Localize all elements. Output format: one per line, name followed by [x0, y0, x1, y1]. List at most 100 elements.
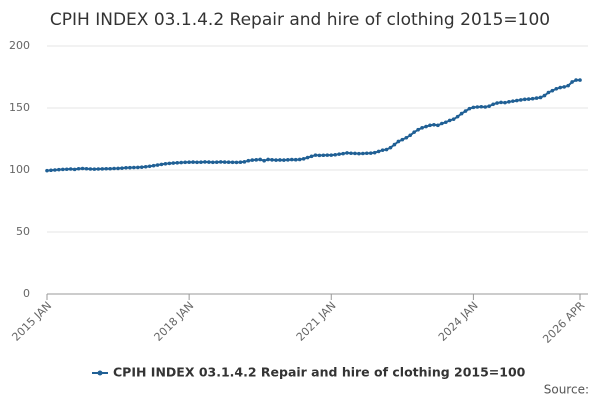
point	[270, 158, 274, 162]
x-tick-label: 2026 APR	[540, 299, 587, 346]
point	[57, 167, 61, 172]
point	[262, 158, 266, 163]
point	[400, 137, 405, 142]
point	[578, 78, 582, 82]
point	[416, 127, 420, 132]
point	[68, 167, 73, 171]
point	[443, 120, 448, 125]
point	[132, 165, 136, 170]
point	[128, 165, 132, 170]
point	[147, 164, 152, 169]
point	[380, 148, 385, 152]
point	[214, 160, 219, 164]
point	[274, 158, 278, 162]
point	[333, 152, 338, 157]
point	[163, 162, 168, 166]
legend-label: CPIH INDEX 03.1.4.2 Repair and hire of c…	[113, 365, 526, 380]
point	[108, 166, 112, 171]
point	[337, 152, 341, 156]
point	[562, 85, 567, 89]
point	[546, 90, 551, 95]
point	[88, 167, 93, 171]
point	[384, 147, 389, 152]
x-tick-label: 2015 JAN	[9, 299, 54, 344]
point	[301, 157, 306, 161]
point	[100, 167, 105, 171]
point	[534, 96, 539, 100]
point	[440, 121, 444, 126]
point	[136, 165, 140, 170]
point	[483, 105, 488, 109]
point	[124, 165, 128, 170]
point	[112, 166, 116, 171]
point	[96, 167, 101, 171]
point	[226, 160, 231, 164]
point	[471, 105, 476, 110]
point	[463, 109, 468, 113]
point	[92, 167, 97, 171]
y-tick-label: 0	[23, 287, 30, 300]
point	[432, 122, 436, 127]
point	[64, 167, 69, 172]
point	[104, 166, 109, 171]
point	[329, 153, 334, 157]
point	[412, 130, 416, 134]
point	[368, 151, 373, 155]
point	[467, 106, 472, 111]
point	[207, 160, 211, 164]
point	[171, 161, 176, 165]
point	[570, 80, 574, 84]
point	[372, 150, 377, 155]
point	[420, 126, 424, 130]
point	[297, 157, 302, 162]
point	[286, 158, 290, 162]
point	[554, 86, 559, 91]
legend-marker	[97, 370, 103, 376]
point	[507, 100, 511, 104]
point	[566, 83, 570, 88]
point	[353, 151, 357, 156]
point	[60, 167, 65, 172]
y-tick-label: 100	[9, 163, 30, 176]
point	[199, 160, 203, 164]
point	[436, 123, 440, 128]
point	[530, 96, 535, 101]
point	[155, 163, 160, 167]
y-tick-label: 50	[16, 225, 30, 238]
point	[143, 164, 148, 169]
x-tick-label: 2018 JAN	[152, 299, 197, 344]
point	[218, 160, 223, 164]
y-tick-label: 150	[9, 101, 30, 114]
point	[574, 78, 578, 82]
point	[499, 100, 503, 105]
point	[317, 153, 322, 158]
point	[325, 153, 330, 157]
x-tick-label: 2024 JAN	[436, 299, 481, 344]
point	[242, 160, 247, 164]
point	[116, 166, 120, 171]
point	[511, 99, 515, 103]
point	[345, 151, 349, 155]
point	[428, 123, 432, 128]
point	[266, 157, 270, 162]
point	[451, 117, 456, 121]
point	[479, 104, 484, 109]
point	[341, 151, 345, 156]
point	[495, 101, 499, 105]
point	[487, 104, 491, 108]
point	[246, 158, 251, 163]
point	[305, 155, 310, 160]
point	[503, 100, 507, 105]
point	[183, 160, 187, 165]
point	[45, 168, 49, 173]
point	[191, 160, 195, 164]
point	[459, 111, 464, 116]
point	[313, 153, 318, 157]
point	[159, 162, 164, 167]
point	[522, 97, 527, 102]
point	[250, 158, 255, 162]
point	[455, 114, 460, 119]
point	[49, 168, 53, 173]
point	[179, 160, 184, 165]
point	[258, 157, 263, 162]
